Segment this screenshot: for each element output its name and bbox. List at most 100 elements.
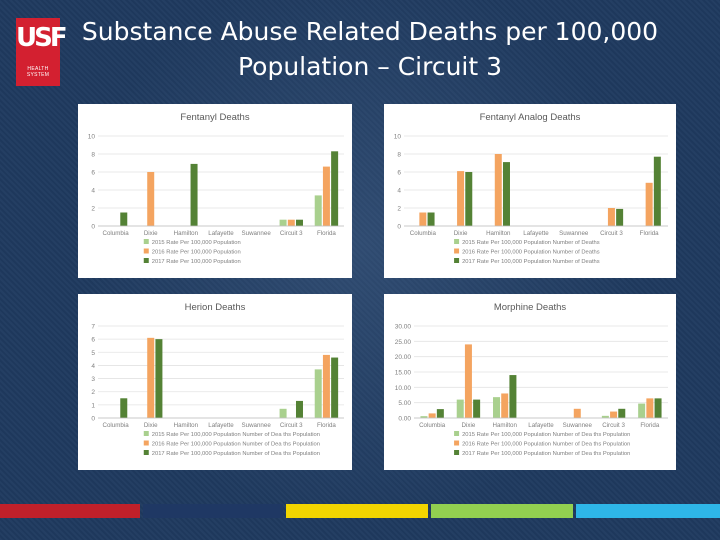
slide-title-line1: Substance Abuse Related Deaths per 100,0… [81, 17, 659, 46]
chart-svg: Fentanyl Analog Deaths 0 2 4 6 8 10 Columbia Dix… [394, 112, 668, 265]
chart-svg: Morphine Deaths 0.00 5.00 10.00 15.00 20.00 25… [395, 302, 668, 457]
bar-dixie-2017 [473, 399, 481, 418]
chart-svg: Herion Deaths 0 1 2 3 4 5 6 7 Columbia Dixie Hamilt… [91, 302, 344, 457]
footer-stripe-green [431, 504, 573, 518]
x-tick-label: Columbia [103, 422, 130, 429]
legend-swatch [143, 450, 149, 455]
legend-swatch [454, 248, 460, 254]
x-tick-label: Lafayette [523, 230, 549, 237]
bar-hamilton-2017 [509, 375, 517, 418]
x-tick-label: Columbia [410, 230, 437, 237]
fentanyl-analog-deaths-chart: Fentanyl Analog Deaths 0 2 4 6 8 10 Columbia Dix… [384, 104, 676, 278]
y-tick-label: 2 [91, 389, 95, 396]
bar-hamilton-2017 [190, 163, 198, 226]
bar-florida-2015 [638, 403, 646, 418]
x-tick-label: Circuit 3 [602, 422, 625, 429]
legend-label: 2015 Rate Per 100,000 Population Number … [462, 240, 600, 246]
logo-subtitle-line2: SYSTEM [26, 72, 50, 78]
y-tick-label: 5 [91, 350, 95, 357]
x-tick-label: Dixie [462, 422, 476, 429]
x-tick-label: Suwannee [242, 230, 272, 237]
bar-circuit-3-2016 [287, 219, 295, 226]
y-tick-label: 25.00 [395, 339, 412, 346]
chart-title: Fentanyl Deaths [180, 112, 249, 123]
usf-health-logo: USF HEALTH SYSTEM [16, 18, 68, 86]
bar-florida-2015 [314, 369, 322, 418]
bar-florida-2016 [322, 354, 330, 418]
y-tick-label: 0.00 [398, 416, 411, 423]
x-tick-label: Columbia [103, 230, 130, 237]
y-tick-label: 6 [91, 170, 95, 177]
bar-circuit-3-2016 [610, 411, 618, 418]
bar-florida-2017 [653, 156, 661, 226]
y-tick-label: 0 [91, 224, 95, 231]
bar-florida-2016 [322, 166, 330, 226]
y-tick-label: 4 [91, 188, 95, 195]
legend-label: 2016 Rate Per 100,000 Population Number … [462, 250, 600, 256]
legend-label: 2017 Rate Per 100,000 Population Number … [152, 451, 320, 457]
chart-svg: Fentanyl Deaths 0 2 4 6 8 10 Columbia Dixie Hamil… [88, 112, 344, 265]
bar-florida-2017 [654, 398, 662, 418]
y-tick-label: 10 [88, 134, 96, 141]
bar-florida-2015 [314, 195, 322, 226]
y-tick-label: 3 [91, 376, 95, 383]
bar-circuit-3-2017 [295, 219, 303, 226]
bar-dixie-2016 [457, 171, 465, 226]
bar-dixie-2016 [147, 172, 155, 226]
y-tick-label: 30.00 [395, 324, 412, 331]
logo-subtitle-line1: HEALTH [27, 66, 49, 72]
x-tick-label: Hamilton [174, 230, 199, 237]
bar-circuit-3-2015 [279, 408, 287, 418]
y-tick-label: 1 [91, 402, 95, 409]
chart-title: Morphine Deaths [494, 302, 567, 313]
bar-hamilton-2017 [502, 162, 510, 226]
y-tick-label: 6 [397, 170, 401, 177]
legend-swatch [454, 431, 460, 436]
y-tick-label: 15.00 [395, 370, 412, 377]
y-tick-label: 2 [91, 206, 95, 213]
x-tick-label: Florida [317, 230, 336, 237]
x-tick-label: Columbia [419, 422, 446, 429]
logo-mark: USF [16, 23, 68, 53]
y-tick-label: 6 [91, 337, 95, 344]
bar-suwannee-2016 [573, 408, 581, 418]
x-tick-label: Suwannee [563, 422, 593, 429]
x-tick-label: Circuit 3 [280, 230, 303, 237]
y-tick-label: 2 [397, 206, 401, 213]
legend-label: 2017 Rate Per 100,000 Population [152, 259, 241, 265]
legend-label: 2017 Rate Per 100,000 Population Number … [462, 451, 630, 457]
y-tick-label: 5.00 [398, 400, 411, 407]
legend-swatch [454, 258, 460, 263]
bar-hamilton-2016 [494, 154, 502, 226]
bar-circuit-3-2015 [279, 219, 287, 226]
legend-label: 2015 Rate Per 100,000 Population Number … [462, 432, 630, 438]
bar-circuit-3-2015 [601, 415, 609, 418]
bar-circuit-3-2017 [618, 408, 626, 418]
x-tick-label: Lafayette [208, 422, 234, 429]
y-tick-label: 0 [397, 224, 401, 231]
slide-title: Substance Abuse Related Deaths per 100,0… [60, 14, 680, 84]
bar-dixie-2017 [155, 339, 163, 418]
bar-florida-2016 [646, 398, 654, 418]
footer-stripe-cyan [576, 504, 720, 518]
x-tick-label: Circuit 3 [280, 422, 303, 429]
x-tick-label: Suwannee [242, 422, 272, 429]
x-tick-label: Florida [317, 422, 336, 429]
bar-hamilton-2015 [493, 397, 501, 418]
y-tick-label: 8 [91, 152, 95, 159]
bar-dixie-2015 [456, 399, 464, 418]
y-tick-label: 10.00 [395, 385, 412, 392]
legend-swatch [454, 239, 460, 244]
logo-subtitle: HEALTH SYSTEM [16, 66, 60, 78]
legend-swatch [454, 450, 460, 455]
bar-columbia-2016 [428, 413, 436, 418]
morphine-deaths-chart: Morphine Deaths 0.00 5.00 10.00 15.00 20.00 25… [384, 294, 676, 470]
bar-florida-2017 [331, 357, 339, 418]
chart-title: Fentanyl Analog Deaths [480, 112, 581, 123]
legend-label: 2015 Rate Per 100,000 Population [152, 240, 241, 246]
legend-label: 2016 Rate Per 100,000 Population Number … [462, 442, 630, 448]
fentanyl-deaths-chart: Fentanyl Deaths 0 2 4 6 8 10 Columbia Dixie Hamil… [78, 104, 352, 278]
bar-dixie-2016 [464, 344, 472, 418]
bar-dixie-2016 [147, 337, 155, 418]
x-tick-label: Dixie [454, 230, 468, 237]
